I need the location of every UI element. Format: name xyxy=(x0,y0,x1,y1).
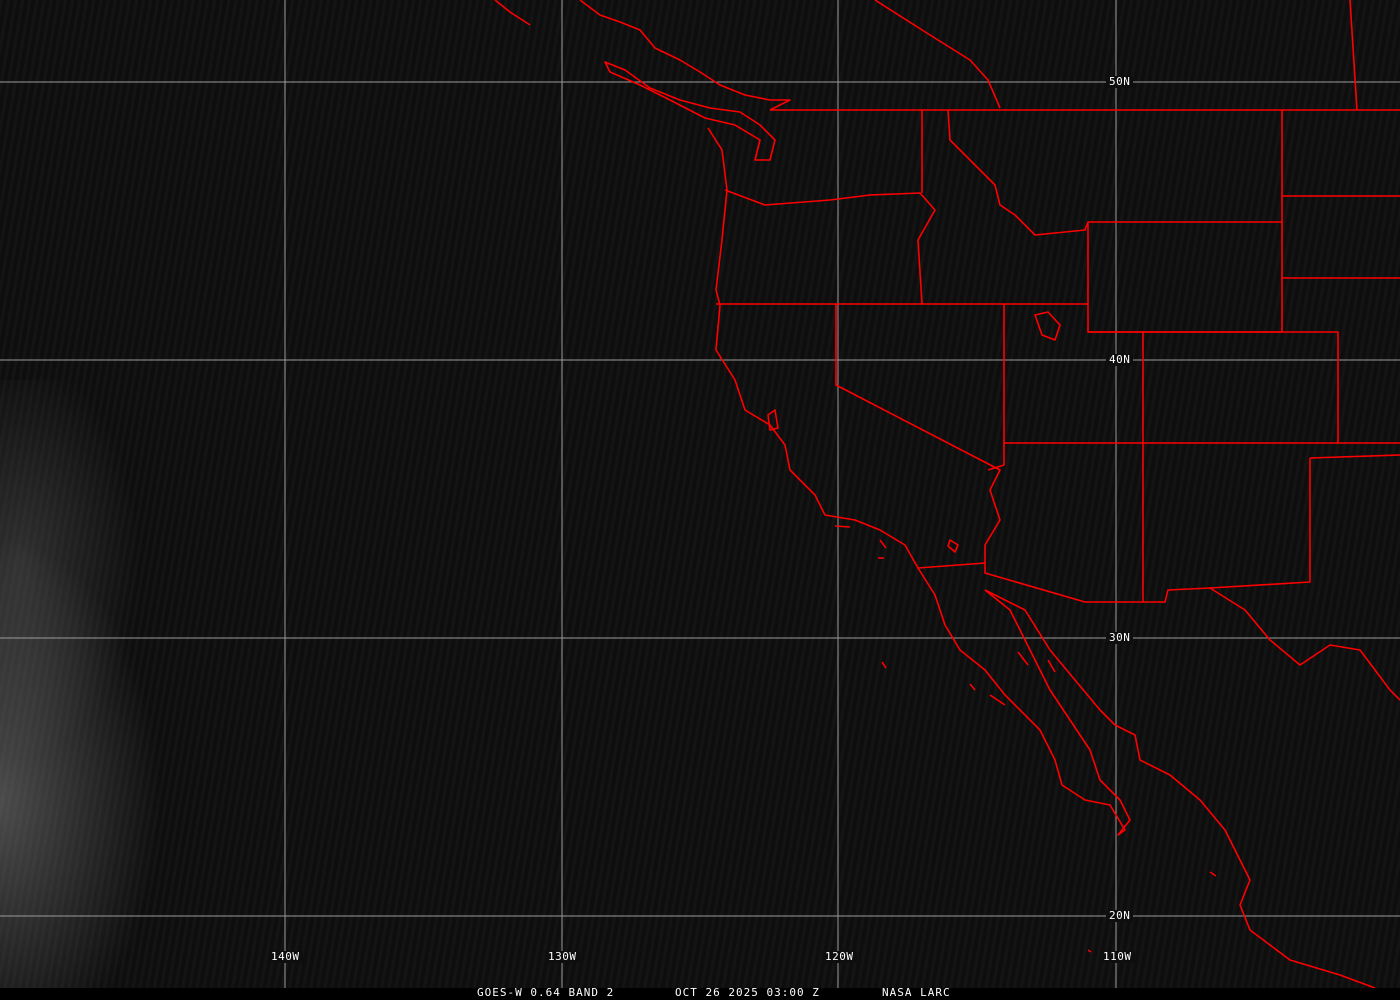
latitude-label-40n: 40N xyxy=(1106,354,1134,366)
mexico-mainland-coast xyxy=(984,589,1376,988)
baja-islands xyxy=(881,651,1056,706)
longitude-label-120w: 120W xyxy=(822,951,857,963)
latitude-label-20n: 20N xyxy=(1106,910,1134,922)
great-salt-lake xyxy=(1034,311,1061,341)
alberta-sask-border xyxy=(1349,0,1358,111)
us-mexico-pacific-coast xyxy=(707,127,1131,836)
bc-alberta-border xyxy=(874,0,1001,109)
longitude-label-140w: 140W xyxy=(268,951,303,963)
longitude-label-130w: 130W xyxy=(545,951,580,963)
caption-datetime: OCT 26 2025 03:00 Z xyxy=(675,986,820,999)
wyoming xyxy=(1087,221,1283,333)
caption-bar: GOES-W 0.64 BAND 2 OCT 26 2025 03:00 Z N… xyxy=(0,986,1400,1000)
colorado xyxy=(1143,331,1339,443)
idaho-montana-border xyxy=(947,109,1089,236)
channel-islands xyxy=(834,525,887,559)
dakotas-borders xyxy=(1282,195,1400,279)
utah-borders xyxy=(1003,304,1144,602)
longitude-label-110w: 110W xyxy=(1100,951,1135,963)
latitude-label-30n: 30N xyxy=(1106,632,1134,644)
bc-coast xyxy=(494,0,791,111)
washington-oregon-border xyxy=(724,189,936,305)
california-nevada-border xyxy=(835,304,1001,563)
cloud-cover xyxy=(0,380,260,988)
nevada-arizona-border xyxy=(987,443,1005,471)
salton-sea xyxy=(947,539,959,553)
mexico-islands xyxy=(1087,871,1217,953)
latitude-label-50n: 50N xyxy=(1106,76,1134,88)
sf-bay xyxy=(767,409,779,431)
caption-source: NASA LARC xyxy=(882,986,951,999)
us-mexico-border xyxy=(917,562,1400,701)
new-mexico-east xyxy=(1209,454,1400,589)
caption-satellite: GOES-W 0.64 BAND 2 xyxy=(477,986,615,999)
vancouver-island xyxy=(604,61,776,161)
